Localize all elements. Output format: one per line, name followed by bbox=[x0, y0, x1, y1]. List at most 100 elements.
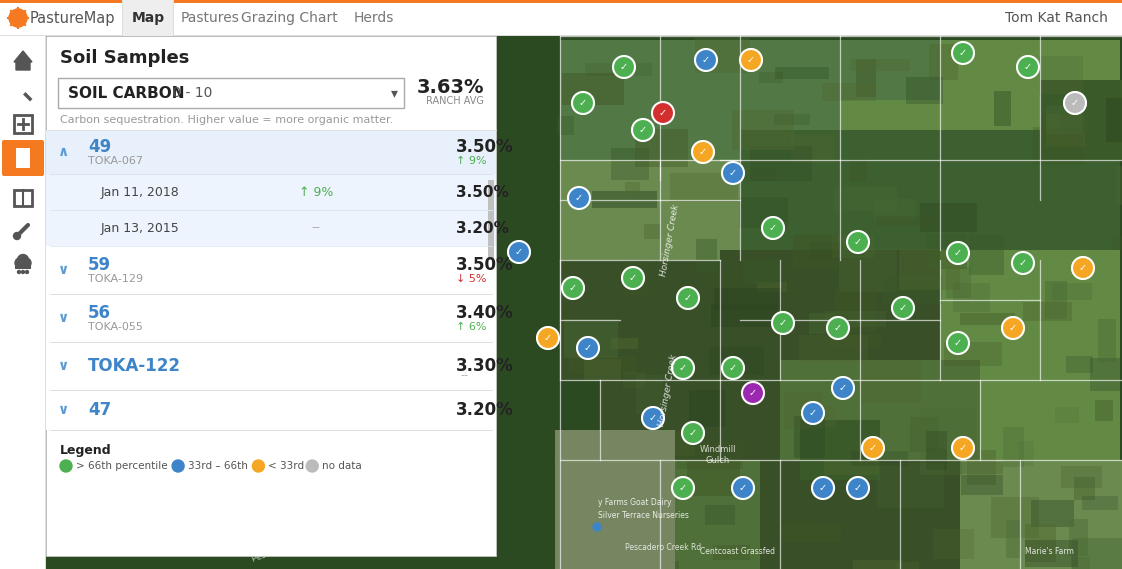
Circle shape bbox=[721, 357, 744, 379]
Text: 33rd – 66th: 33rd – 66th bbox=[188, 461, 248, 471]
Circle shape bbox=[652, 102, 674, 124]
Bar bbox=[1069, 519, 1088, 556]
Bar bbox=[733, 110, 794, 150]
Bar bbox=[15, 263, 31, 269]
Bar bbox=[705, 276, 766, 286]
Text: TOKA-055: TOKA-055 bbox=[88, 322, 142, 332]
Circle shape bbox=[252, 460, 265, 472]
Bar bbox=[705, 505, 735, 525]
Bar bbox=[910, 417, 938, 452]
Circle shape bbox=[1002, 317, 1024, 339]
Circle shape bbox=[306, 460, 319, 472]
Circle shape bbox=[833, 377, 854, 399]
Bar bbox=[562, 73, 624, 105]
Text: ▾: ▾ bbox=[390, 86, 397, 100]
Circle shape bbox=[572, 92, 594, 114]
Bar bbox=[560, 40, 840, 160]
Circle shape bbox=[613, 56, 635, 78]
Circle shape bbox=[862, 437, 884, 459]
Bar bbox=[488, 180, 494, 260]
Circle shape bbox=[772, 312, 794, 334]
Bar bbox=[774, 114, 810, 125]
Bar bbox=[1073, 538, 1122, 569]
Bar bbox=[0, 0, 1122, 3]
Bar bbox=[46, 342, 496, 390]
Circle shape bbox=[622, 267, 644, 289]
Polygon shape bbox=[13, 51, 33, 70]
Bar bbox=[791, 134, 835, 163]
Bar bbox=[0, 0, 1122, 36]
Bar bbox=[743, 259, 779, 284]
Bar bbox=[821, 83, 876, 101]
Bar bbox=[799, 335, 868, 362]
Text: --: -- bbox=[312, 221, 321, 234]
Bar bbox=[756, 282, 787, 292]
Circle shape bbox=[1072, 257, 1094, 279]
Bar bbox=[709, 347, 764, 376]
Bar bbox=[46, 174, 496, 210]
Text: Soil Samples: Soil Samples bbox=[59, 49, 190, 67]
Bar bbox=[1046, 282, 1067, 319]
Bar bbox=[1005, 520, 1021, 558]
Bar bbox=[1003, 427, 1024, 467]
Bar bbox=[1074, 477, 1095, 500]
Circle shape bbox=[508, 241, 530, 263]
Bar bbox=[13, 190, 33, 206]
Bar bbox=[714, 287, 782, 310]
Text: ✓: ✓ bbox=[583, 343, 592, 353]
Bar bbox=[824, 460, 879, 476]
Circle shape bbox=[9, 9, 27, 27]
Text: ✓: ✓ bbox=[1070, 98, 1079, 108]
Text: Jan 13, 2015: Jan 13, 2015 bbox=[101, 221, 180, 234]
Text: 56: 56 bbox=[88, 304, 111, 322]
Text: ✓: ✓ bbox=[574, 193, 583, 203]
Text: > 66th percentile: > 66th percentile bbox=[76, 461, 167, 471]
Text: ✓: ✓ bbox=[544, 333, 552, 343]
Bar bbox=[954, 283, 990, 312]
FancyBboxPatch shape bbox=[2, 140, 44, 176]
Text: ∨: ∨ bbox=[58, 403, 70, 417]
Text: 59: 59 bbox=[88, 256, 111, 274]
Bar bbox=[853, 560, 902, 569]
Text: 3.50%: 3.50% bbox=[456, 184, 508, 200]
Circle shape bbox=[562, 277, 583, 299]
Bar bbox=[0, 35, 1122, 36]
Bar bbox=[852, 59, 910, 71]
Bar bbox=[825, 311, 885, 327]
Text: ↑ 6%: ↑ 6% bbox=[456, 322, 487, 332]
Circle shape bbox=[1012, 252, 1034, 274]
Bar bbox=[1095, 400, 1113, 420]
Text: ✓: ✓ bbox=[649, 413, 657, 423]
Circle shape bbox=[947, 332, 969, 354]
Bar bbox=[610, 339, 637, 349]
Bar bbox=[1058, 110, 1100, 132]
Text: no data: no data bbox=[322, 461, 362, 471]
Bar bbox=[1055, 407, 1079, 423]
Circle shape bbox=[802, 402, 824, 424]
Circle shape bbox=[721, 162, 744, 184]
Text: 3.20%: 3.20% bbox=[456, 221, 509, 236]
Text: ✓: ✓ bbox=[899, 303, 907, 313]
Bar bbox=[809, 406, 836, 427]
Text: ✓: ✓ bbox=[1079, 263, 1087, 273]
Bar bbox=[809, 242, 844, 259]
Circle shape bbox=[742, 382, 764, 404]
Bar bbox=[635, 129, 689, 167]
Text: Legend: Legend bbox=[59, 443, 111, 456]
Text: ∧: ∧ bbox=[58, 145, 70, 159]
Bar bbox=[945, 342, 1002, 366]
Bar bbox=[1112, 236, 1122, 250]
Bar bbox=[927, 234, 967, 270]
Bar bbox=[946, 267, 971, 298]
Text: ↑ 9%: ↑ 9% bbox=[456, 156, 487, 166]
Bar bbox=[1040, 80, 1122, 160]
Text: ✓: ✓ bbox=[959, 443, 967, 453]
Text: ✓: ✓ bbox=[747, 55, 755, 65]
Bar bbox=[749, 146, 812, 180]
Text: 3.40%: 3.40% bbox=[456, 304, 514, 322]
Text: ↓ 5%: ↓ 5% bbox=[456, 274, 487, 284]
Bar bbox=[1023, 303, 1072, 321]
Bar bbox=[13, 115, 33, 133]
Bar bbox=[585, 63, 652, 76]
Text: TOKA-067: TOKA-067 bbox=[88, 156, 142, 166]
